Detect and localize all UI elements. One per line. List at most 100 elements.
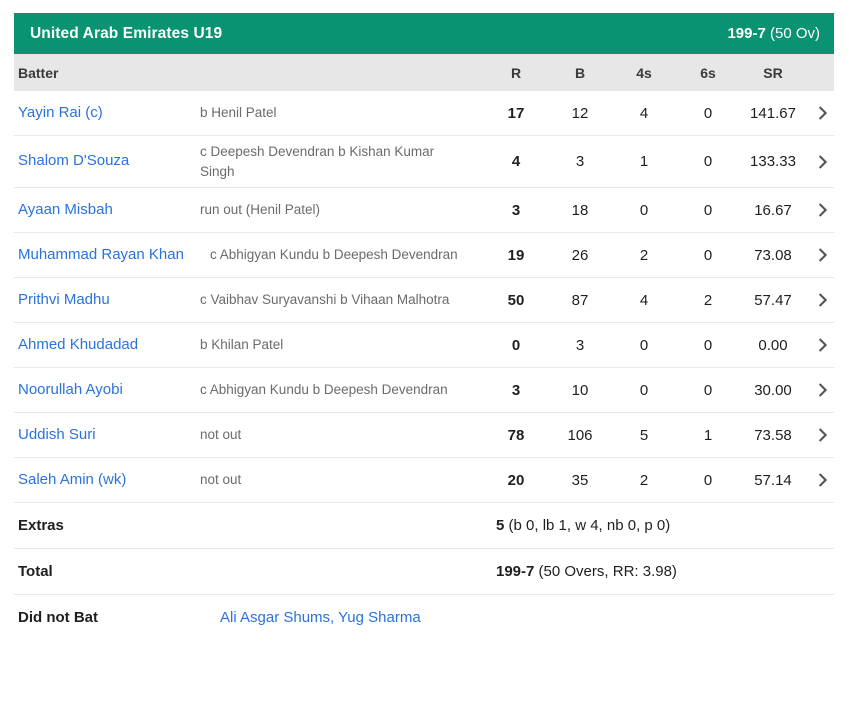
table-row[interactable]: Yayin Rai (c) b Henil Patel 17 12 4 0 14… [14,91,834,136]
innings-header: United Arab Emirates U19 199-7 (50 Ov) [14,13,834,54]
innings-score-overs: (50 Ov) [769,25,820,42]
batter-name[interactable]: Yayin Rai (c) [18,103,103,121]
batter-fours: 2 [639,471,649,489]
table-row[interactable]: Uddish Suri not out 78 106 5 1 73.58 [14,413,834,459]
batter-strike-rate: 57.47 [754,291,792,309]
batter-fours: 5 [639,426,649,444]
dismissal-text: not out [200,427,242,443]
table-row[interactable]: Shalom D'Souza c Deepesh Devendran b Kis… [14,136,834,189]
batter-fours: 2 [639,246,649,264]
row-expand-button[interactable] [806,428,840,442]
batter-runs: 3 [511,201,521,219]
table-row[interactable]: Ahmed Khudadad b Khilan Patel 0 3 0 0 0.… [14,323,834,369]
batter-balls: 12 [571,104,589,122]
batter-balls: 3 [575,336,585,354]
batter-strike-rate: 133.33 [750,153,796,171]
dismissal-text: c Abhigyan Kundu b Deepesh Devendran [210,247,458,263]
batter-balls: 87 [571,291,589,309]
chevron-right-icon [818,338,828,352]
table-row[interactable]: Saleh Amin (wk) not out 20 35 2 0 57.14 [14,458,834,504]
batter-fours: 0 [639,381,649,399]
table-row[interactable]: Ayaan Misbah run out (Henil Patel) 3 18 … [14,188,834,234]
row-expand-button[interactable] [806,203,840,217]
batter-name[interactable]: Shalom D'Souza [18,152,130,170]
innings-score-runs: 199-7 [727,25,766,42]
batter-name[interactable]: Muhammad Rayan Khan [18,246,184,263]
row-expand-button[interactable] [806,248,840,262]
batter-sixes: 2 [703,291,713,309]
dismissal-text: b Khilan Patel [200,337,284,353]
chevron-right-icon [818,383,828,397]
dismissal-text: c Deepesh Devendran b Kishan Kumar Singh [200,144,435,179]
row-expand-button[interactable] [806,473,840,487]
batter-runs: 50 [507,291,525,309]
batter-name[interactable]: Uddish Suri [18,426,96,443]
extras-breakdown: (b 0, lb 1, w 4, nb 0, p 0) [508,517,671,535]
total-detail: (50 Overs, RR: 3.98) [538,563,677,581]
total-row: Total 199-7 (50 Overs, RR: 3.98) [14,549,834,596]
batter-runs: 0 [511,336,521,354]
batter-sixes: 0 [703,336,713,354]
batter-balls: 18 [571,201,589,219]
batter-runs: 17 [507,104,525,122]
batter-name[interactable]: Prithvi Madhu [18,291,110,308]
batter-strike-rate: 16.67 [754,201,792,219]
total-value: 199-7 (50 Overs, RR: 3.98) [200,563,834,580]
batter-sixes: 0 [703,246,713,264]
batter-balls: 10 [571,381,589,399]
batter-strike-rate: 141.67 [750,104,796,122]
did-not-bat-row: Did not Bat Ali Asgar Shums, Yug Sharma [14,595,834,639]
row-expand-button[interactable] [806,154,840,169]
column-header-strike-rate: SR [763,64,783,81]
row-expand-button[interactable] [806,106,840,120]
column-header-sixes: 6s [700,64,716,81]
batter-balls: 26 [571,246,589,264]
batter-runs: 4 [511,153,521,171]
total-label: Total [18,563,53,581]
batter-name[interactable]: Ahmed Khudadad [18,336,139,353]
batter-sixes: 0 [703,153,713,171]
chevron-right-icon [818,248,828,262]
batter-runs: 20 [507,471,525,489]
batter-strike-rate: 0.00 [758,336,788,354]
table-row[interactable]: Prithvi Madhu c Vaibhav Suryavanshi b Vi… [14,278,834,324]
dismissal-text: c Abhigyan Kundu b Deepesh Devendran [200,382,448,398]
batter-sixes: 0 [703,104,713,122]
batter-fours: 1 [639,153,649,171]
row-expand-button[interactable] [806,338,840,352]
team-name: United Arab Emirates U19 [30,24,223,42]
batter-balls: 3 [575,153,585,171]
batter-name[interactable]: Saleh Amin (wk) [18,471,127,488]
batter-sixes: 0 [703,201,713,219]
batter-rows: Yayin Rai (c) b Henil Patel 17 12 4 0 14… [14,91,834,639]
chevron-right-icon [818,106,828,120]
column-header-fours: 4s [636,64,652,81]
batter-sixes: 0 [703,471,713,489]
table-row[interactable]: Muhammad Rayan Khan c Abhigyan Kundu b D… [14,233,834,279]
dismissal-text: not out [200,472,242,488]
total-score: 199-7 [496,563,535,581]
batter-strike-rate: 73.08 [754,246,792,264]
batter-name[interactable]: Ayaan Misbah [18,201,113,218]
batter-strike-rate: 30.00 [754,381,792,399]
did-not-bat-label: Did not Bat [18,608,98,626]
batter-balls: 35 [571,471,589,489]
batter-runs: 3 [511,381,521,399]
chevron-right-icon [818,473,828,487]
chevron-right-icon [818,154,828,169]
row-expand-button[interactable] [806,383,840,397]
did-not-bat-players[interactable]: Ali Asgar Shums, Yug Sharma [220,608,421,626]
batter-balls: 106 [567,426,593,444]
dismissal-text: run out (Henil Patel) [200,202,321,218]
row-expand-button[interactable] [806,293,840,307]
column-header-runs: R [510,64,522,81]
dismissal-text: c Vaibhav Suryavanshi b Vihaan Malhotra [200,292,450,308]
batter-name[interactable]: Noorullah Ayobi [18,381,123,398]
batter-fours: 0 [639,336,649,354]
batter-strike-rate: 73.58 [754,426,792,444]
batter-strike-rate: 57.14 [754,471,792,489]
table-row[interactable]: Noorullah Ayobi c Abhigyan Kundu b Deepe… [14,368,834,414]
batter-runs: 19 [507,246,525,264]
chevron-right-icon [818,203,828,217]
extras-total: 5 [496,517,505,535]
